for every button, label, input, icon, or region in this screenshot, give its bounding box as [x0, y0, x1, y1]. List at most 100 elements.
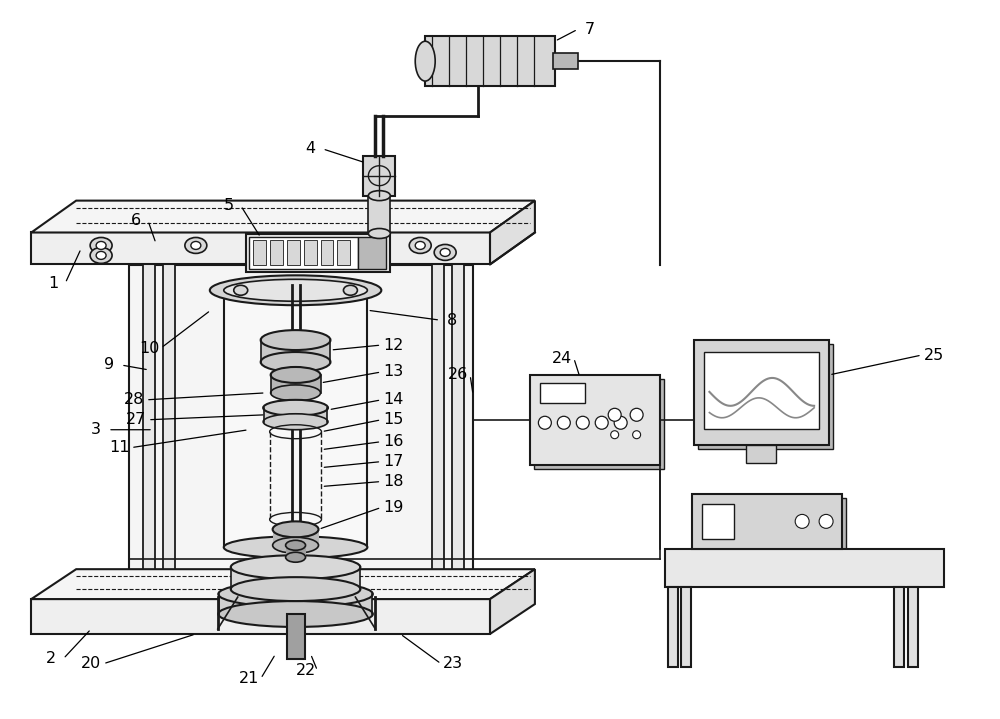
Text: 2: 2: [46, 651, 56, 667]
Text: 17: 17: [383, 454, 403, 469]
Bar: [432, 265, 444, 573]
Bar: [894, 587, 904, 667]
Text: 27: 27: [126, 412, 146, 427]
Bar: [704, 352, 819, 429]
Ellipse shape: [191, 242, 201, 249]
Ellipse shape: [819, 514, 833, 528]
Ellipse shape: [90, 237, 112, 253]
Text: 21: 21: [239, 672, 259, 686]
Text: 3: 3: [91, 422, 101, 437]
Ellipse shape: [368, 229, 390, 239]
Bar: [253, 240, 266, 265]
Ellipse shape: [271, 367, 320, 383]
Bar: [219, 594, 372, 614]
Bar: [261, 340, 330, 362]
Text: 14: 14: [383, 393, 403, 408]
Ellipse shape: [210, 275, 381, 305]
Polygon shape: [490, 569, 535, 634]
Text: 23: 23: [443, 656, 463, 672]
Ellipse shape: [224, 279, 367, 301]
Bar: [696, 498, 846, 553]
Text: 18: 18: [383, 474, 404, 489]
Polygon shape: [31, 201, 535, 232]
Text: 8: 8: [447, 313, 457, 328]
Text: 11: 11: [109, 440, 129, 455]
Text: 26: 26: [448, 367, 468, 383]
Ellipse shape: [630, 408, 643, 421]
Bar: [452, 265, 464, 573]
Ellipse shape: [538, 416, 551, 429]
Bar: [540, 383, 585, 403]
Text: 6: 6: [131, 213, 141, 228]
Ellipse shape: [614, 416, 627, 429]
Ellipse shape: [286, 540, 306, 550]
Ellipse shape: [286, 552, 306, 562]
Ellipse shape: [231, 555, 360, 579]
Bar: [665, 549, 944, 587]
Text: 13: 13: [383, 365, 403, 380]
Text: 22: 22: [295, 664, 316, 678]
Bar: [304, 240, 317, 265]
Bar: [246, 234, 390, 273]
Text: 19: 19: [383, 500, 403, 515]
Bar: [31, 599, 490, 634]
Bar: [273, 529, 319, 545]
Ellipse shape: [185, 237, 207, 253]
Text: 10: 10: [139, 341, 159, 355]
Text: 16: 16: [383, 434, 403, 449]
Ellipse shape: [440, 249, 450, 257]
Ellipse shape: [415, 242, 425, 249]
Text: 28: 28: [124, 393, 144, 408]
Ellipse shape: [224, 536, 367, 558]
Bar: [270, 240, 283, 265]
Ellipse shape: [263, 400, 328, 416]
Ellipse shape: [234, 285, 248, 296]
Bar: [320, 240, 333, 265]
Ellipse shape: [96, 252, 106, 260]
Ellipse shape: [273, 537, 319, 553]
Ellipse shape: [368, 191, 390, 201]
Bar: [143, 265, 155, 573]
Bar: [249, 237, 358, 270]
Ellipse shape: [343, 285, 357, 296]
Bar: [698, 344, 833, 449]
Bar: [553, 53, 578, 69]
Bar: [286, 545, 306, 557]
Bar: [702, 505, 734, 539]
Ellipse shape: [90, 247, 112, 263]
Text: 9: 9: [104, 357, 114, 372]
Ellipse shape: [231, 577, 360, 601]
Bar: [358, 237, 386, 270]
Ellipse shape: [576, 416, 589, 429]
Text: 1: 1: [48, 276, 58, 290]
Ellipse shape: [273, 521, 319, 537]
Bar: [534, 379, 664, 469]
Ellipse shape: [263, 414, 328, 430]
Bar: [287, 614, 305, 659]
Ellipse shape: [434, 244, 456, 260]
Text: 4: 4: [305, 142, 316, 156]
Bar: [681, 587, 691, 667]
Ellipse shape: [608, 408, 621, 421]
Bar: [264, 408, 327, 422]
Bar: [692, 495, 842, 549]
Bar: [694, 340, 829, 444]
Bar: [31, 232, 490, 265]
Ellipse shape: [261, 352, 330, 372]
Text: 12: 12: [383, 337, 403, 352]
Ellipse shape: [595, 416, 608, 429]
Bar: [425, 36, 555, 86]
Polygon shape: [490, 201, 535, 265]
Text: 5: 5: [224, 198, 234, 213]
Ellipse shape: [633, 431, 641, 439]
Text: 7: 7: [585, 22, 595, 37]
Bar: [287, 240, 300, 265]
Ellipse shape: [271, 385, 320, 400]
Polygon shape: [31, 569, 535, 599]
Ellipse shape: [611, 431, 619, 439]
Ellipse shape: [218, 601, 373, 627]
Bar: [530, 375, 660, 464]
Bar: [337, 240, 350, 265]
Text: 20: 20: [81, 656, 101, 672]
Ellipse shape: [409, 237, 431, 253]
